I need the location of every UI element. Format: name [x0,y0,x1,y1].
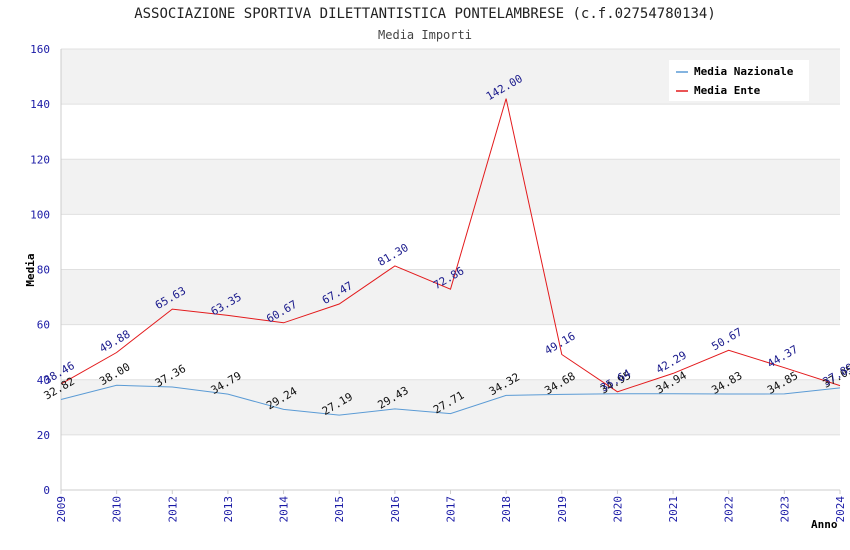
y-tick-0: 0 [43,484,50,497]
y-tick-100: 100 [30,208,50,221]
x-tick-2024: 2024 [834,496,847,523]
x-tick-2015: 2015 [333,496,346,523]
y-tick-120: 120 [30,153,50,166]
band-80-100 [61,214,840,270]
x-tick-2023: 2023 [778,496,791,523]
band-60-80 [61,269,840,325]
x-tick-2017: 2017 [445,496,458,523]
legend-box [669,60,809,101]
x-tick-2016: 2016 [389,496,402,523]
axes [60,49,841,494]
y-tick-labels: 0 20 40 60 80 100 120 140 160 [30,43,50,497]
x-tick-2018: 2018 [500,496,513,523]
x-tick-2022: 2022 [723,496,736,523]
y-tick-160: 160 [30,43,50,56]
x-tick-2014: 2014 [278,496,291,523]
y-tick-40: 40 [37,374,50,387]
series-lines [60,98,841,416]
band-40-60 [61,324,840,380]
y-axis-label: Media [24,253,37,286]
x-tick-2012: 2012 [166,496,179,523]
legend-label-media-nazionale: Media Nazionale [694,65,794,78]
x-tick-2009: 2009 [55,496,68,523]
x-tick-2020: 2020 [611,496,624,523]
band-120-140 [61,104,840,160]
chart-title: ASSOCIAZIONE SPORTIVA DILETTANTISTICA PO… [134,6,716,22]
legend-label-media-ente: Media Ente [694,84,761,97]
x-axis-label: Anno [811,518,838,531]
line-media-ente [60,98,841,393]
chart-subtitle: Media Importi [378,28,472,42]
band-0-20 [61,434,840,490]
y-tick-80: 80 [37,264,50,277]
x-tick-2021: 2021 [667,496,680,523]
x-tick-2010: 2010 [111,496,124,523]
x-tick-2013: 2013 [222,496,235,523]
x-tick-labels: 2009 2010 2012 2013 2014 2015 2016 2017 2018 2019… [55,496,847,523]
y-tick-140: 140 [30,98,50,111]
x-tick-2019: 2019 [556,496,569,523]
y-tick-20: 20 [37,429,50,442]
legend: Media Nazionale Media Ente [669,60,809,101]
plot-background-bands [61,49,840,490]
band-100-120 [61,159,840,215]
y-tick-60: 60 [37,319,50,332]
line-media-nazionale [60,384,841,416]
